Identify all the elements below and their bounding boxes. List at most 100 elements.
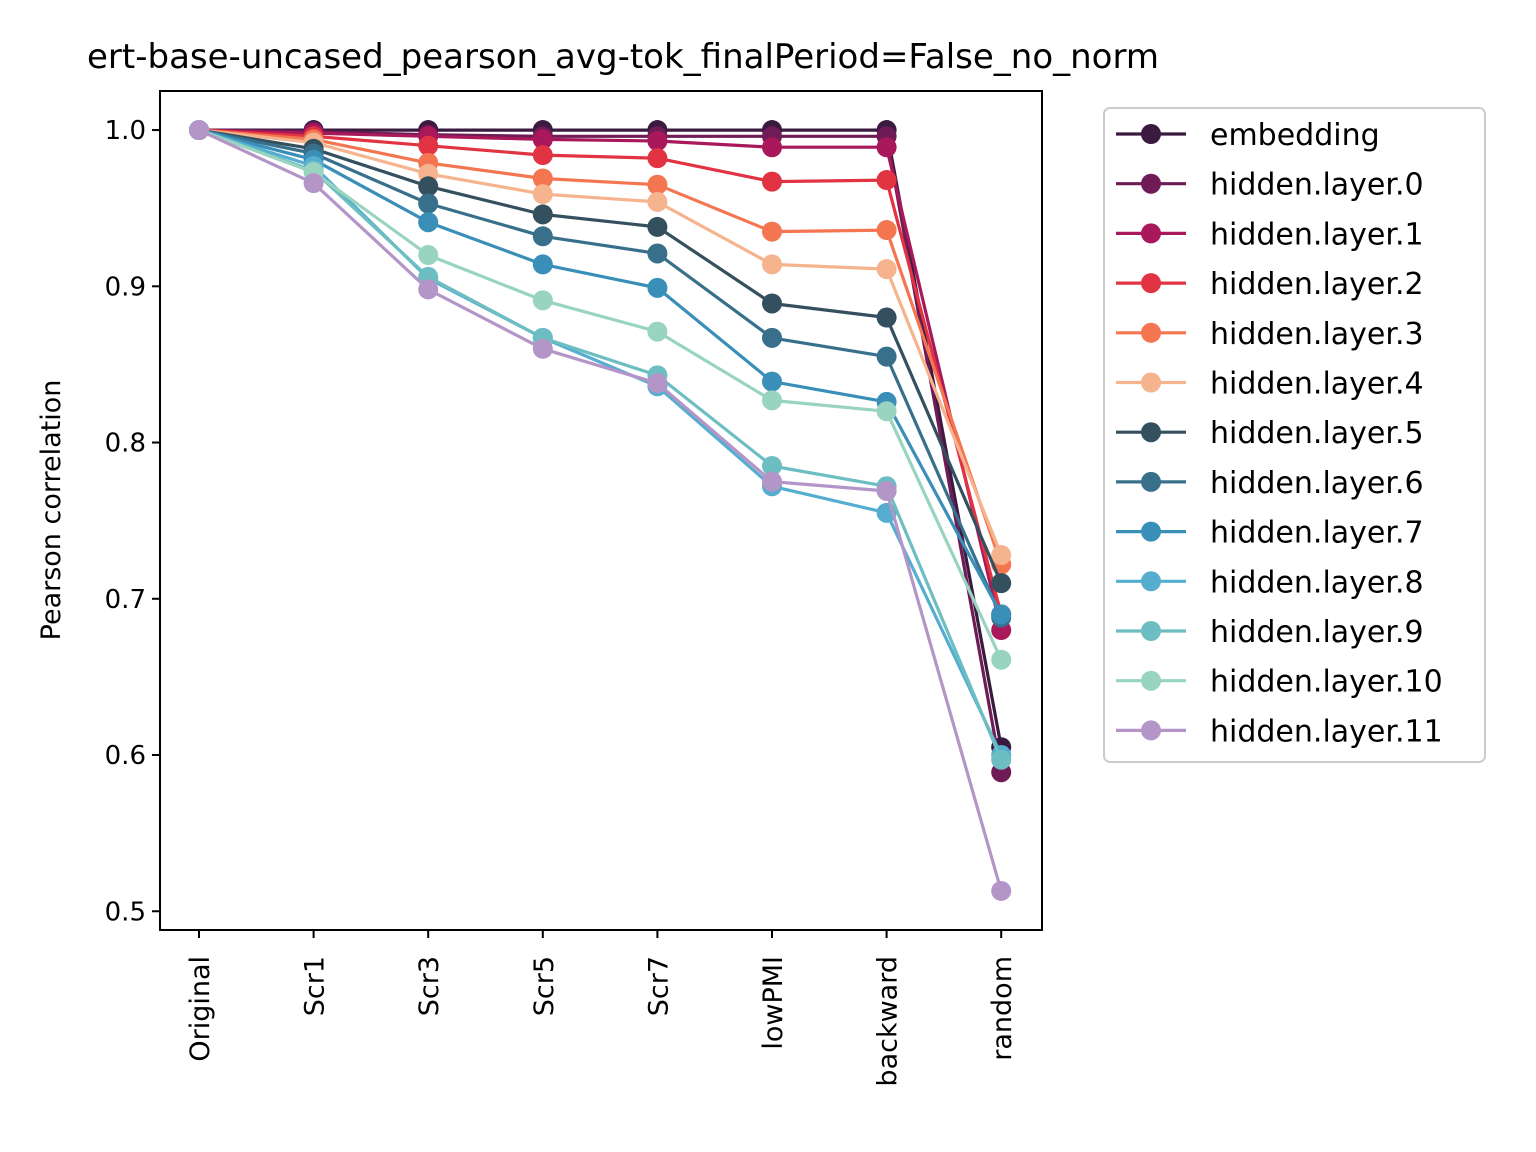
data-point: [418, 176, 439, 197]
y-tick-label: 0.8: [105, 429, 146, 459]
data-point: [876, 401, 897, 422]
data-point: [532, 226, 553, 247]
legend: embedding hidden.layer.0 hidden.layer.1 hid…: [1103, 107, 1486, 763]
data-point: [647, 277, 668, 298]
series-hidden-layer-7: [189, 120, 1012, 625]
data-point: [532, 338, 553, 359]
legend-item: hidden.layer.0: [1116, 168, 1424, 203]
data-point: [762, 221, 782, 242]
data-point: [762, 171, 782, 192]
series-line: [198, 128, 1003, 565]
data-point: [418, 279, 439, 300]
legend-label: hidden.layer.4: [1210, 367, 1424, 402]
legend-label: hidden.layer.0: [1210, 168, 1424, 203]
legend-item: embedding: [1116, 118, 1380, 153]
legend-marker: [1141, 720, 1161, 741]
legend-marker: [1141, 670, 1161, 691]
legend-marker: [1141, 621, 1161, 641]
data-point: [647, 174, 668, 195]
legend-label: hidden.layer.9: [1210, 615, 1424, 650]
legend-item: hidden.layer.8: [1116, 565, 1424, 600]
data-point: [647, 243, 668, 264]
series-line: [198, 128, 1003, 761]
data-point: [762, 254, 782, 275]
legend-item: hidden.layer.9: [1116, 615, 1424, 650]
data-point: [303, 173, 324, 194]
y-axis-label: Pearson correlation: [36, 380, 67, 641]
series-hidden-layer-11: [189, 120, 1012, 901]
data-point: [532, 290, 553, 311]
data-point: [762, 371, 782, 392]
legend-marker: [1141, 422, 1161, 443]
series-line: [198, 128, 1003, 661]
legend-label: hidden.layer.7: [1210, 516, 1424, 551]
legend-marker: [1141, 372, 1161, 393]
series-line: [198, 128, 1003, 616]
series-line: [198, 128, 1003, 619]
x-tick-label: Scr1: [300, 956, 331, 1016]
legend-item: hidden.layer.10: [1116, 665, 1443, 700]
data-point: [876, 170, 897, 191]
data-point: [532, 168, 553, 189]
legend-marker: [1141, 223, 1161, 244]
data-point: [647, 321, 668, 342]
series-hidden-layer-8: [189, 120, 1012, 766]
x-tick-label: backward: [873, 956, 904, 1087]
legend-label: hidden.layer.6: [1210, 466, 1424, 501]
legend-label: hidden.layer.8: [1210, 565, 1424, 600]
series-embedding: [189, 120, 1012, 758]
chart-title: ert-base-uncased_pearson_avg-tok_finalPe…: [87, 37, 1159, 77]
y-tick-label: 0.7: [105, 585, 146, 615]
legend-label: hidden.layer.11: [1210, 714, 1443, 749]
data-point: [532, 145, 553, 166]
data-point: [991, 880, 1012, 901]
legend-label: embedding: [1210, 118, 1380, 153]
plot-frame: [159, 90, 1043, 931]
legend-item: hidden.layer.6: [1116, 466, 1424, 501]
y-tick-label: 0.6: [105, 741, 146, 771]
data-point: [991, 573, 1012, 594]
x-tick-label: Original: [185, 956, 216, 1062]
data-point: [876, 137, 897, 158]
data-point: [647, 216, 668, 237]
series-hidden-layer-6: [189, 120, 1012, 628]
series-line: [198, 128, 1003, 892]
legend-label: hidden.layer.1: [1210, 217, 1424, 252]
legend-label: hidden.layer.5: [1210, 416, 1424, 451]
legend-marker: [1141, 471, 1161, 492]
legend-marker: [1141, 273, 1161, 294]
data-point: [876, 307, 897, 328]
data-point: [876, 259, 897, 280]
series-hidden-layer-2: [189, 120, 1012, 625]
series-line: [198, 128, 1003, 631]
legend-item: hidden.layer.4: [1116, 367, 1424, 402]
series-line: [199, 128, 1003, 748]
x-tick-label: Scr5: [529, 956, 560, 1016]
data-point: [762, 293, 782, 314]
data-point: [647, 191, 668, 212]
legend-label: hidden.layer.10: [1210, 665, 1443, 700]
data-point: [991, 604, 1012, 625]
data-point: [647, 130, 668, 151]
data-point: [762, 137, 782, 158]
legend-marker: [1141, 322, 1161, 343]
plot-area: 0.5 0.6 0.7 0.8 0.9 1.0 Original Scr1 Scr3 Scr5 Sc…: [105, 90, 1043, 1087]
data-point: [762, 327, 782, 348]
x-tick-label: lowPMI: [758, 956, 789, 1050]
data-point: [876, 220, 897, 241]
series-hidden-layer-9: [189, 120, 1012, 770]
x-tick-label: Scr7: [643, 956, 674, 1016]
legend-item: hidden.layer.7: [1116, 516, 1424, 551]
data-point: [418, 135, 439, 156]
series-line: [198, 128, 1003, 615]
data-point: [762, 471, 782, 492]
data-point: [762, 390, 782, 411]
data-point: [876, 346, 897, 367]
data-point: [532, 184, 553, 205]
data-point: [991, 749, 1012, 770]
legend-marker: [1141, 124, 1161, 144]
y-tick-label: 0.9: [105, 272, 146, 302]
data-point: [532, 254, 553, 275]
data-point: [876, 480, 897, 501]
legend-marker: [1141, 173, 1161, 194]
